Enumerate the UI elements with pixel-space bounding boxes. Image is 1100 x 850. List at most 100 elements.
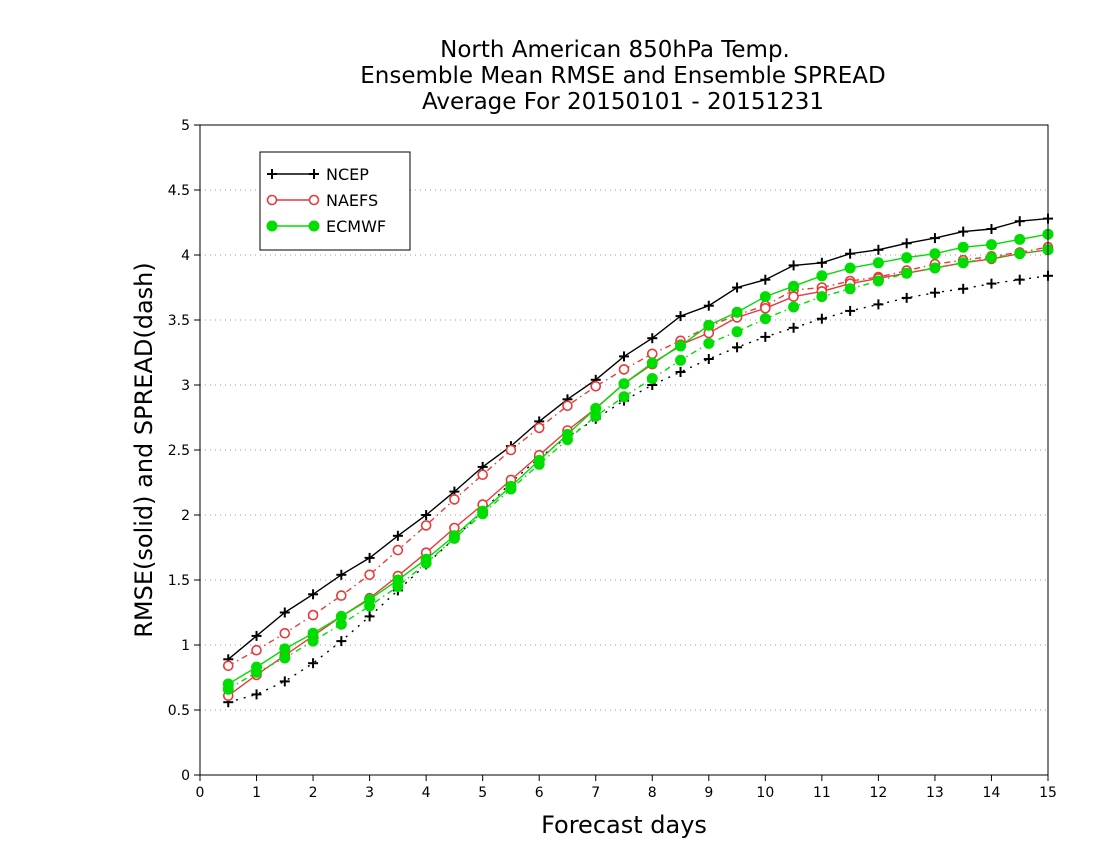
chart-title-line-1: North American 850hPa Temp. — [440, 37, 790, 63]
ecmwf-rmse-point — [985, 239, 997, 251]
ecmwf-spread-point — [901, 267, 913, 279]
ncep-spread-point — [703, 354, 714, 364]
ncep-rmse-point — [619, 351, 629, 362]
ncep-rmse-point — [392, 530, 403, 541]
ncep-spread-point — [732, 342, 743, 353]
ncep-spread-point — [760, 331, 771, 342]
y-tick-label: 2 — [181, 508, 190, 524]
ncep-spread-point — [364, 611, 375, 622]
naefs-spread-point — [420, 520, 432, 531]
legend-naefs-marker-end — [308, 194, 320, 206]
ecmwf-rmse-point — [646, 357, 658, 369]
ecmwf-rmse-point — [590, 402, 602, 414]
ecmwf-spread-point — [957, 257, 969, 269]
naefs-spread-point — [279, 627, 291, 639]
legend: NCEP NAEFS ECMWF — [259, 151, 411, 251]
naefs-rmse-line — [227, 249, 1049, 697]
x-tick-label: 15 — [1039, 785, 1057, 801]
ecmwf-rmse-point — [533, 454, 545, 466]
ecmwf-spread-point — [985, 252, 997, 264]
naefs-spread-line — [227, 246, 1049, 667]
ecmwf-spread-point — [929, 262, 941, 274]
legend-ecmwf-label: ECMWF — [326, 217, 386, 236]
naefs-spread-point — [477, 469, 488, 481]
ncep-spread-point — [901, 292, 912, 303]
x-tick-label: 14 — [983, 785, 1001, 801]
y-axis: 0 0.5 1 1.5 2 2.5 3 3.5 4 4.5 5 — [168, 118, 200, 784]
ncep-spread-point — [308, 658, 319, 669]
ecmwf-rmse-point — [448, 530, 460, 542]
legend-ecmwf-marker-end — [308, 220, 320, 232]
ncep-rmse-point — [308, 589, 319, 600]
ecmwf-rmse-point — [731, 306, 743, 318]
ecmwf-rmse-point — [1014, 233, 1026, 245]
x-axis-title: Forecast days — [541, 811, 707, 839]
naefs-spread-point — [562, 400, 573, 412]
y-tick-label: 4 — [181, 248, 190, 264]
ncep-rmse-point — [647, 333, 658, 344]
x-tick-label: 6 — [535, 785, 544, 801]
ncep-rmse-point — [986, 224, 997, 234]
ncep-spread-point — [279, 676, 290, 687]
ncep-rmse-point — [873, 244, 884, 255]
ecmwf-rmse-point — [335, 610, 347, 622]
x-tick-label: 2 — [309, 785, 318, 801]
y-tick-label: 1 — [181, 638, 190, 654]
ncep-rmse-point — [1014, 216, 1025, 227]
ecmwf-rmse-line — [227, 233, 1049, 685]
ncep-rmse-point — [251, 630, 262, 641]
ecmwf-spread-point — [618, 391, 630, 403]
naefs-spread-point — [364, 569, 375, 581]
x-tick-label: 4 — [422, 785, 431, 801]
x-axis: 0 1 2 3 4 5 6 7 8 9 10 11 12 13 14 15 — [196, 775, 1057, 801]
ecmwf-rmse-point — [505, 480, 517, 492]
x-tick-label: 12 — [869, 785, 887, 801]
naefs-spread-point — [590, 380, 602, 392]
ecmwf-spread-point — [703, 337, 715, 349]
ncep-spread-point — [929, 287, 940, 298]
ncep-spread-point — [958, 283, 969, 294]
chart-title: North American 850hPa Temp. Ensemble Mea… — [360, 37, 885, 115]
ncep-rmse-point — [732, 282, 743, 293]
ncep-rmse-point — [279, 607, 290, 618]
ecmwf-rmse-point — [844, 262, 856, 274]
naefs-spread-point — [251, 644, 262, 656]
naefs-spread-point — [392, 544, 404, 556]
y-tick-label: 3 — [181, 378, 190, 394]
legend-box — [259, 151, 411, 251]
naefs-spread-point — [505, 444, 517, 456]
y-axis-title: RMSE(solid) and SPREAD(dash) — [130, 262, 158, 638]
ecmwf-rmse-point — [901, 252, 913, 264]
ncep-rmse-line — [227, 217, 1049, 660]
legend-ncep-marker-end — [309, 169, 319, 179]
ncep-spread-point — [251, 689, 262, 700]
ecmwf-spread-point — [731, 326, 743, 338]
naefs-spread-point — [618, 364, 630, 375]
plot-frame — [199, 124, 1049, 776]
ecmwf-rmse-point — [759, 291, 771, 303]
ecmwf-rmse-point — [392, 574, 404, 586]
ncep-rmse-point — [675, 311, 686, 322]
y-tick-label: 5 — [181, 118, 190, 134]
naefs-spread-point — [307, 609, 319, 621]
ecmwf-rmse-point — [222, 678, 234, 690]
ecmwf-rmse-point — [872, 257, 884, 269]
x-tick-label: 5 — [478, 785, 487, 801]
y-tick-label: 2.5 — [168, 443, 190, 459]
y-tick-label: 0 — [181, 768, 190, 784]
ncep-spread-line — [228, 275, 1049, 703]
legend-ecmwf-marker-start — [266, 220, 278, 232]
naefs-spread-point — [336, 590, 347, 601]
naefs-spread-point — [533, 422, 545, 434]
y-tick-label: 1.5 — [168, 573, 190, 589]
x-tick-label: 10 — [756, 785, 774, 801]
chart-title-line-3: Average For 20150101 - 20151231 — [422, 89, 824, 115]
x-tick-label: 7 — [591, 785, 600, 801]
x-tick-label: 8 — [648, 785, 657, 801]
ecmwf-spread-point — [844, 283, 856, 295]
ncep-rmse-point — [816, 257, 827, 268]
y-tick-label: 4.5 — [168, 183, 190, 199]
ecmwf-rmse-point — [420, 553, 432, 565]
x-tick-label: 1 — [252, 785, 261, 801]
ecmwf-rmse-point — [307, 627, 319, 639]
